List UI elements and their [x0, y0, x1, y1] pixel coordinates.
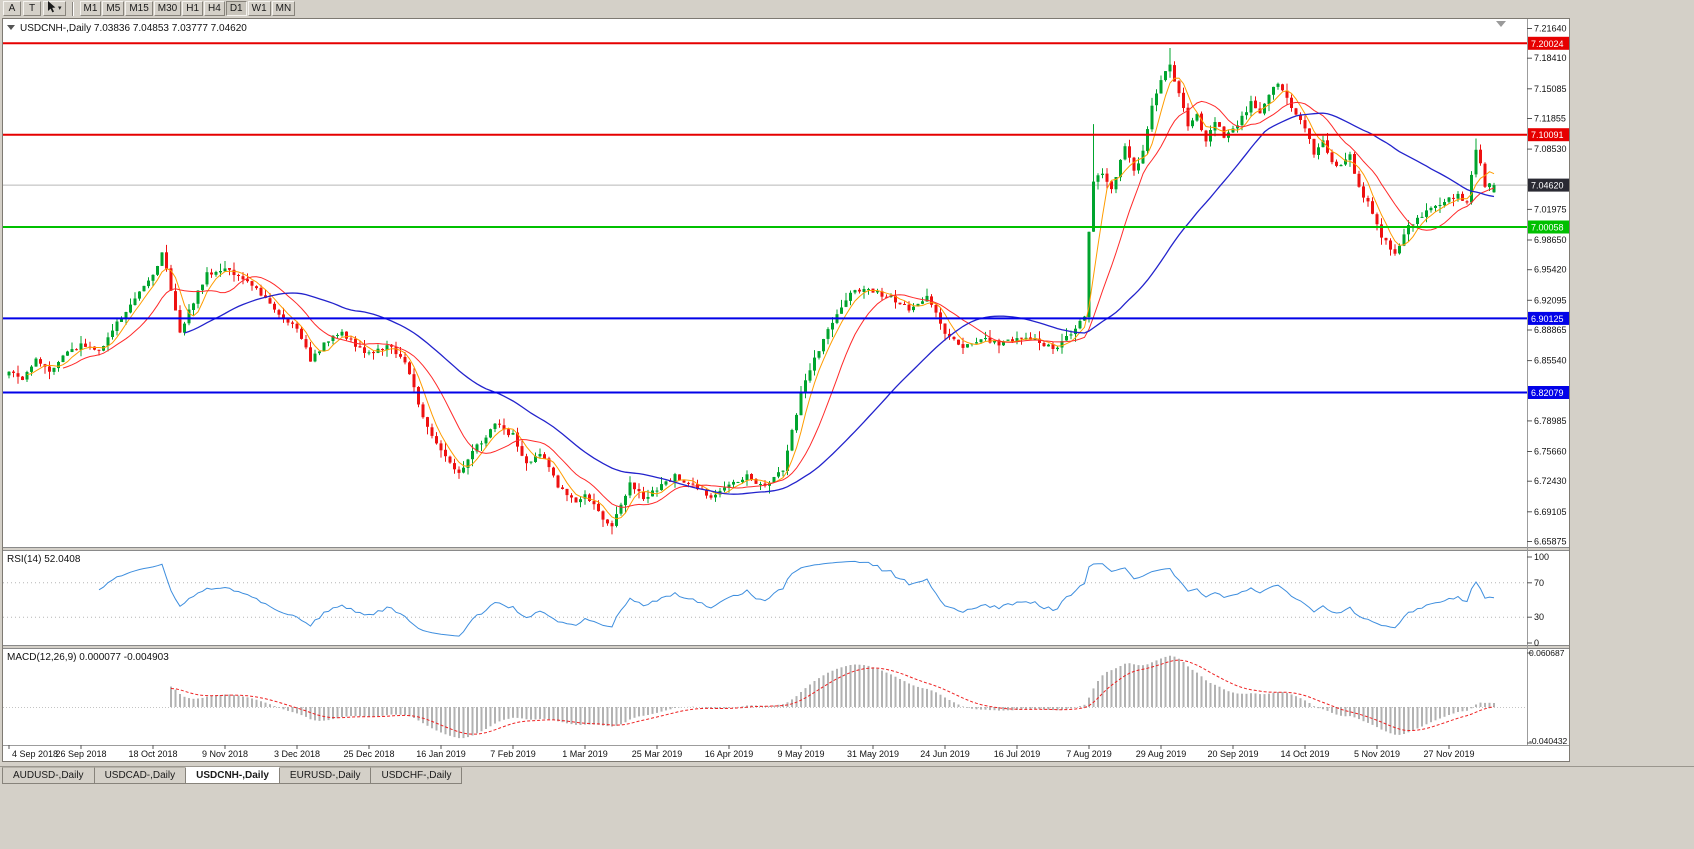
timeframe-mn-button[interactable]: MN — [271, 1, 296, 16]
svg-text:70: 70 — [1534, 578, 1544, 588]
cursor-tool-button[interactable]: ▾ — [43, 1, 66, 16]
timeframe-m5-button[interactable]: M5 — [102, 1, 125, 16]
svg-text:6.95420: 6.95420 — [1534, 265, 1567, 275]
svg-text:7.08530: 7.08530 — [1534, 144, 1567, 154]
horizontal-levels[interactable]: 7.20024 7.10091 7.00058 6.90125 6.82079 — [3, 36, 1569, 399]
svg-text:27 Nov 2019: 27 Nov 2019 — [1423, 749, 1474, 759]
svg-text:7.21640: 7.21640 — [1534, 24, 1567, 34]
svg-text:7.00058: 7.00058 — [1531, 223, 1564, 233]
svg-text:25 Mar 2019: 25 Mar 2019 — [632, 749, 683, 759]
chart-background — [3, 19, 1569, 761]
moving-average-lines — [26, 77, 1495, 520]
timeframe-m1-button[interactable]: M1 — [79, 1, 102, 16]
svg-text:14 Oct 2019: 14 Oct 2019 — [1280, 749, 1329, 759]
timeframe-m30-button[interactable]: M30 — [153, 1, 182, 16]
svg-text:6.82079: 6.82079 — [1531, 388, 1564, 398]
svg-text:100: 100 — [1534, 552, 1549, 562]
svg-text:6.72430: 6.72430 — [1534, 476, 1567, 486]
svg-text:16 Apr 2019: 16 Apr 2019 — [705, 749, 754, 759]
svg-text:7 Aug 2019: 7 Aug 2019 — [1066, 749, 1112, 759]
svg-text:7.11855: 7.11855 — [1534, 114, 1566, 124]
macd-pane: 0.060687 -0.040432 MACD(12,26,9) 0.000077 … — [3, 648, 1568, 746]
timeframe-m15-button[interactable]: M15 — [125, 1, 153, 16]
svg-text:31 May 2019: 31 May 2019 — [847, 749, 899, 759]
chart-tab-audusd[interactable]: AUDUSD-,Daily — [2, 767, 95, 784]
rsi-pane: 100 70 30 0 RSI(14) 52.0408 — [3, 552, 1549, 648]
svg-text:6.90125: 6.90125 — [1531, 314, 1564, 324]
svg-text:5 Nov 2019: 5 Nov 2019 — [1354, 749, 1400, 759]
toolbar-separator — [71, 1, 74, 16]
svg-text:6.92095: 6.92095 — [1534, 295, 1567, 305]
svg-text:7.01975: 7.01975 — [1534, 204, 1567, 214]
svg-text:6.88865: 6.88865 — [1534, 325, 1567, 335]
chevron-down-icon: ▾ — [58, 5, 62, 12]
svg-text:7.18410: 7.18410 — [1534, 53, 1567, 63]
svg-text:20 Sep 2019: 20 Sep 2019 — [1207, 749, 1258, 759]
svg-text:1 Mar 2019: 1 Mar 2019 — [562, 749, 608, 759]
svg-text:6.69105: 6.69105 — [1534, 507, 1567, 517]
svg-text:24 Jun 2019: 24 Jun 2019 — [920, 749, 970, 759]
svg-text:-0.040432: -0.040432 — [1529, 736, 1568, 746]
price-axis[interactable]: 7.21640 7.18410 7.15085 7.11855 7.08530 7.019… — [1527, 24, 1567, 547]
chart-tab-eurusd[interactable]: EURUSD-,Daily — [278, 767, 372, 784]
svg-text:30: 30 — [1534, 612, 1544, 622]
chart-window[interactable]: 7.04620 7.20024 7.10091 7.00058 6.90125 6.820… — [2, 18, 1570, 762]
toolbar-button-t[interactable]: T — [23, 1, 41, 16]
svg-text:7.10091: 7.10091 — [1531, 130, 1564, 140]
svg-text:18 Oct 2018: 18 Oct 2018 — [128, 749, 177, 759]
rsi-label: RSI(14) 52.0408 — [7, 554, 81, 565]
cursor-icon — [47, 1, 56, 16]
macd-label: MACD(12,26,9) 0.000077 -0.004903 — [7, 652, 169, 663]
timeframe-group: M1 M5 M15 M30 H1 H4 D1 W1 MN — [79, 1, 296, 16]
macd-histogram — [170, 655, 1495, 739]
timeframe-w1-button[interactable]: W1 — [247, 1, 271, 16]
svg-text:6.65875: 6.65875 — [1534, 537, 1567, 547]
chart-tabs: AUDUSD-,Daily USDCAD-,Daily USDCNH-,Daily E… — [0, 766, 1694, 785]
svg-text:3 Dec 2018: 3 Dec 2018 — [274, 749, 320, 759]
timeframe-h1-button[interactable]: H1 — [182, 1, 204, 16]
bid-price-line: 7.04620 — [3, 178, 1569, 192]
chart-title: USDCNH-,Daily 7.03836 7.04853 7.03777 7.… — [7, 23, 247, 34]
chart-shift-marker[interactable] — [1496, 21, 1506, 27]
svg-text:6.75660: 6.75660 — [1534, 447, 1567, 457]
svg-text:9 Nov 2018: 9 Nov 2018 — [202, 749, 248, 759]
svg-text:6.85540: 6.85540 — [1534, 356, 1567, 366]
svg-text:6.98650: 6.98650 — [1534, 235, 1567, 245]
chart-canvas[interactable]: 7.04620 7.20024 7.10091 7.00058 6.90125 6.820… — [3, 19, 1569, 761]
svg-text:0: 0 — [1534, 638, 1539, 648]
svg-text:16 Jul 2019: 16 Jul 2019 — [994, 749, 1041, 759]
svg-text:7.20024: 7.20024 — [1531, 39, 1564, 49]
svg-text:6.78985: 6.78985 — [1534, 416, 1567, 426]
svg-text:7 Feb 2019: 7 Feb 2019 — [490, 749, 536, 759]
pane-separator[interactable] — [3, 547, 1569, 551]
toolbar-button-a[interactable]: A — [3, 1, 21, 16]
svg-text:7.15085: 7.15085 — [1534, 84, 1567, 94]
chart-menu-icon[interactable] — [7, 25, 15, 30]
svg-text:25 Dec 2018: 25 Dec 2018 — [343, 749, 394, 759]
pane-separator[interactable] — [3, 645, 1569, 649]
chart-tab-usdchf[interactable]: USDCHF-,Daily — [370, 767, 463, 784]
svg-text:16 Jan 2019: 16 Jan 2019 — [416, 749, 466, 759]
svg-text:4 Sep 2018: 4 Sep 2018 — [12, 749, 58, 759]
status-area — [0, 785, 1694, 849]
svg-text:7.04620: 7.04620 — [1531, 181, 1564, 191]
timeframe-h4-button[interactable]: H4 — [204, 1, 225, 16]
svg-text:26 Sep 2018: 26 Sep 2018 — [55, 749, 106, 759]
svg-text:9 May 2019: 9 May 2019 — [777, 749, 824, 759]
toolbar: A T ▾ M1 M5 M15 M30 H1 H4 D1 W1 MN — [0, 0, 1694, 17]
chart-tab-usdcad[interactable]: USDCAD-,Daily — [93, 767, 187, 784]
chart-tab-usdcnh[interactable]: USDCNH-,Daily — [185, 767, 280, 784]
timeframe-d1-button[interactable]: D1 — [225, 1, 247, 16]
svg-text:29 Aug 2019: 29 Aug 2019 — [1136, 749, 1187, 759]
svg-text:0.060687: 0.060687 — [1529, 648, 1565, 658]
svg-text:USDCNH-,Daily 7.03836 7.04853: USDCNH-,Daily 7.03836 7.04853 7.03777 7.… — [20, 23, 247, 34]
